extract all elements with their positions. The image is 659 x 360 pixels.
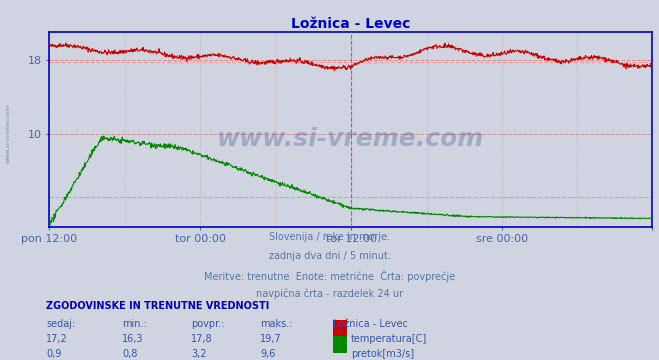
Title: Ložnica - Levec: Ložnica - Levec	[291, 17, 411, 31]
Text: min.:: min.:	[122, 319, 147, 329]
Text: www.si-vreme.com: www.si-vreme.com	[217, 127, 484, 151]
Text: ZGODOVINSKE IN TRENUTNE VREDNOSTI: ZGODOVINSKE IN TRENUTNE VREDNOSTI	[46, 301, 270, 311]
Text: 19,7: 19,7	[260, 334, 282, 344]
Text: povpr.:: povpr.:	[191, 319, 225, 329]
Text: Ložnica - Levec: Ložnica - Levec	[333, 319, 408, 329]
Text: www.si-vreme.com: www.si-vreme.com	[5, 103, 11, 163]
Text: 0,9: 0,9	[46, 349, 61, 359]
Text: maks.:: maks.:	[260, 319, 293, 329]
Text: zadnja dva dni / 5 minut.: zadnja dva dni / 5 minut.	[269, 251, 390, 261]
Text: Slovenija / reke in morje.: Slovenija / reke in morje.	[269, 232, 390, 242]
Text: temperatura[C]: temperatura[C]	[351, 334, 428, 344]
Text: sedaj:: sedaj:	[46, 319, 75, 329]
Text: 3,2: 3,2	[191, 349, 207, 359]
Text: 17,2: 17,2	[46, 334, 68, 344]
Text: 0,8: 0,8	[122, 349, 137, 359]
Text: 16,3: 16,3	[122, 334, 144, 344]
Text: navpična črta - razdelek 24 ur: navpična črta - razdelek 24 ur	[256, 288, 403, 299]
Text: pretok[m3/s]: pretok[m3/s]	[351, 349, 415, 359]
Text: Meritve: trenutne  Enote: metrične  Črta: povprečje: Meritve: trenutne Enote: metrične Črta: …	[204, 270, 455, 282]
Text: 9,6: 9,6	[260, 349, 275, 359]
Text: 17,8: 17,8	[191, 334, 213, 344]
